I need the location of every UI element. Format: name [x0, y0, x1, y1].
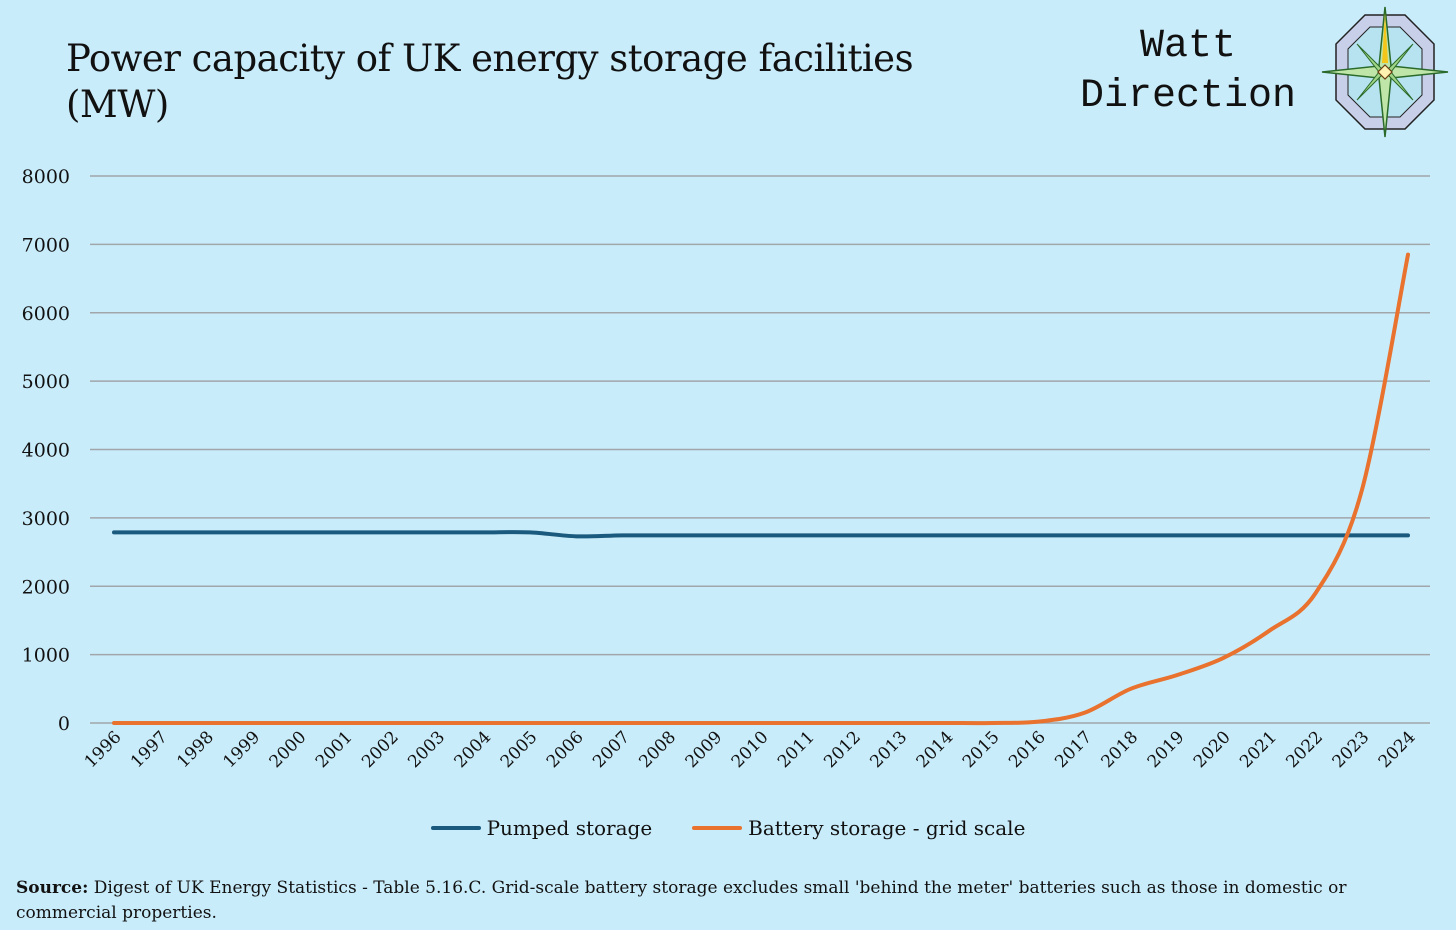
- x-tick-label: 2014: [913, 727, 958, 772]
- x-tick-label: 2021: [1236, 727, 1281, 772]
- legend-label-battery: Battery storage - grid scale: [748, 816, 1026, 840]
- legend-item-battery: Battery storage - grid scale: [692, 816, 1025, 840]
- y-tick-label: 8000: [22, 166, 70, 188]
- x-tick-label: 1998: [173, 727, 218, 772]
- brand-line-1: Watt: [1139, 24, 1236, 69]
- x-tick-label: 2017: [1051, 727, 1096, 772]
- series-line-battery: [112, 252, 1410, 726]
- x-tick-label: 2007: [589, 727, 634, 772]
- brand-wordmark: Watt Direction: [1066, 22, 1310, 122]
- legend-item-pumped: Pumped storage: [430, 816, 653, 840]
- x-tick-label: 2013: [866, 727, 911, 772]
- x-tick-label: 2016: [1005, 727, 1050, 772]
- chart-title: Power capacity of UK energy storage faci…: [66, 37, 914, 126]
- x-tick-label: 2004: [451, 727, 496, 772]
- x-tick-label: 2003: [404, 727, 449, 772]
- y-tick-label: 4000: [22, 440, 70, 462]
- source-label: Source:: [16, 878, 89, 898]
- x-tick-label: 2006: [543, 727, 588, 772]
- y-tick-label: 0: [58, 713, 70, 735]
- x-tick-label: 2000: [266, 727, 311, 772]
- x-tick-label: 2023: [1329, 727, 1374, 772]
- x-tick-label: 1997: [127, 727, 172, 772]
- y-tick-label: 5000: [22, 371, 70, 393]
- x-tick-label: 2015: [959, 727, 1004, 772]
- x-tick-label: 2011: [774, 727, 819, 772]
- x-tick-label: 2020: [1190, 727, 1235, 772]
- x-tick-label: 2009: [682, 727, 727, 772]
- series-line-pumped: [112, 530, 1410, 539]
- x-tick-label: 2019: [1144, 727, 1189, 772]
- y-tick-label: 3000: [22, 508, 70, 530]
- legend-swatch-pumped: [430, 826, 481, 830]
- x-tick-label: 2001: [312, 727, 357, 772]
- brand-line-2: Direction: [1079, 74, 1297, 119]
- x-tick-label: 2010: [728, 727, 773, 772]
- source-note: Source: Digest of UK Energy Statistics -…: [16, 876, 1416, 926]
- x-tick-label: 1999: [219, 727, 264, 772]
- x-tick-label: 2002: [358, 727, 403, 772]
- x-tick-label: 2005: [497, 727, 542, 772]
- x-tick-label: 2022: [1282, 727, 1327, 772]
- y-tick-label: 2000: [22, 576, 70, 598]
- y-tick-label: 6000: [22, 303, 70, 325]
- x-tick-label: 2012: [820, 727, 865, 772]
- legend-label-pumped: Pumped storage: [486, 816, 653, 840]
- y-tick-label: 1000: [22, 645, 70, 667]
- legend-swatch-battery: [692, 826, 743, 830]
- x-tick-label: 2008: [635, 727, 680, 772]
- source-text: Digest of UK Energy Statistics - Table 5…: [16, 878, 1347, 923]
- chart-legend: Pumped storage Battery storage - grid sc…: [0, 816, 1456, 840]
- x-tick-label: 2018: [1098, 727, 1143, 772]
- x-tick-label: 1996: [81, 727, 126, 772]
- y-tick-label: 7000: [22, 234, 70, 256]
- x-tick-label: 2024: [1375, 727, 1420, 772]
- compass-logo-icon: [1321, 6, 1449, 138]
